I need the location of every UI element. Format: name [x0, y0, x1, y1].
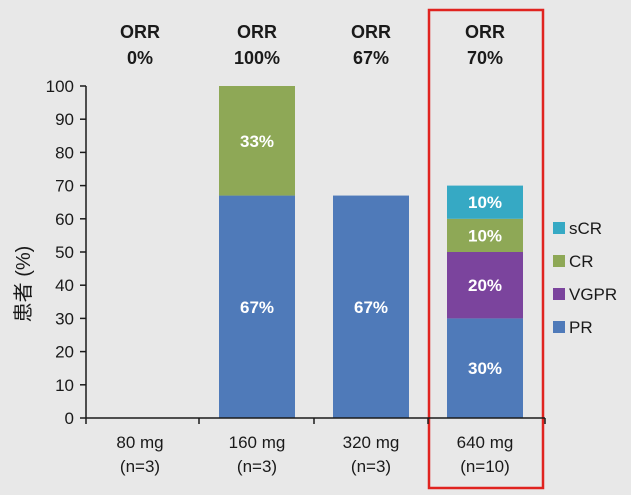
bar-pr-2	[333, 195, 409, 418]
legend-label-vgpr: VGPR	[569, 285, 617, 304]
y-axis-label: 患者 (%)	[12, 246, 35, 323]
bar-pr-3	[447, 318, 523, 418]
segment-label-pr-3: 30%	[468, 359, 502, 378]
legend-swatch-scr	[553, 222, 565, 234]
category-label-line1-2: 320 mg	[343, 433, 400, 452]
y-tick-label-40: 40	[55, 276, 74, 295]
segment-label-cr-3: 10%	[468, 226, 502, 245]
y-tick-label-20: 20	[55, 343, 74, 362]
segment-label-scr-3: 10%	[468, 193, 502, 212]
legend-label-scr: sCR	[569, 219, 602, 238]
category-label-line1-1: 160 mg	[229, 433, 286, 452]
y-tick-label-0: 0	[65, 409, 74, 428]
orr-label-2: ORR	[351, 22, 391, 42]
legend-label-pr: PR	[569, 318, 593, 337]
y-tick-label-100: 100	[46, 77, 74, 96]
bar-cr-1	[219, 86, 295, 196]
legend-label-cr: CR	[569, 252, 594, 271]
orr-label-0: ORR	[120, 22, 160, 42]
y-tick-label-10: 10	[55, 376, 74, 395]
y-tick-label-60: 60	[55, 210, 74, 229]
highlight-box	[427, 8, 545, 490]
orr-value-3: 70%	[467, 48, 503, 68]
orr-label-3: ORR	[465, 22, 505, 42]
legend-swatch-vgpr	[553, 288, 565, 300]
orr-value-0: 0%	[127, 48, 153, 68]
bar-cr-3	[447, 218, 523, 252]
bar-pr-1	[219, 195, 295, 418]
segment-label-pr-2: 67%	[354, 298, 388, 317]
legend-swatch-pr	[553, 321, 565, 333]
segment-label-vgpr-3: 20%	[468, 276, 502, 295]
y-tick-label-30: 30	[55, 309, 74, 328]
category-label-line2-0: (n=3)	[120, 457, 160, 476]
orr-value-1: 100%	[234, 48, 280, 68]
orr-label-1: ORR	[237, 22, 277, 42]
category-label-line1-3: 640 mg	[457, 433, 514, 452]
category-label-line1-0: 80 mg	[116, 433, 163, 452]
y-tick-label-70: 70	[55, 177, 74, 196]
category-label-line2-2: (n=3)	[351, 457, 391, 476]
segment-label-cr-1: 33%	[240, 132, 274, 151]
bar-vgpr-3	[447, 252, 523, 319]
category-label-line2-3: (n=10)	[460, 457, 510, 476]
orr-value-2: 67%	[353, 48, 389, 68]
y-tick-label-50: 50	[55, 243, 74, 262]
category-label-line2-1: (n=3)	[237, 457, 277, 476]
segment-label-pr-1: 67%	[240, 298, 274, 317]
bar-scr-3	[447, 185, 523, 219]
y-tick-label-80: 80	[55, 143, 74, 162]
y-tick-label-90: 90	[55, 110, 74, 129]
legend-swatch-cr	[553, 255, 565, 267]
